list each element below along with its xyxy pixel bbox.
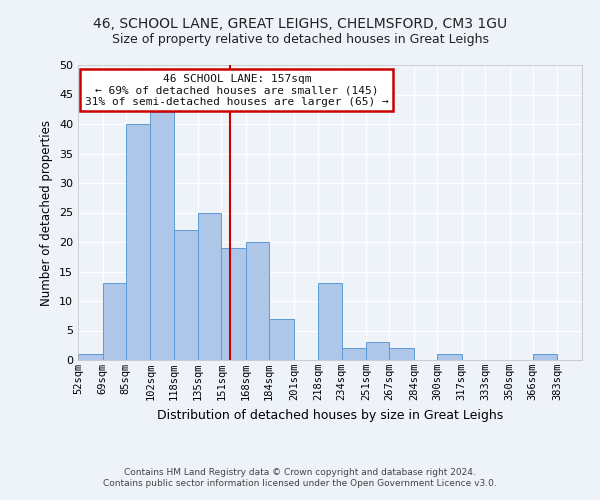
Bar bbox=[341, 348, 366, 360]
Bar bbox=[78, 354, 103, 360]
Bar bbox=[269, 318, 294, 360]
Bar bbox=[246, 242, 269, 360]
Text: 46, SCHOOL LANE, GREAT LEIGHS, CHELMSFORD, CM3 1GU: 46, SCHOOL LANE, GREAT LEIGHS, CHELMSFOR… bbox=[93, 18, 507, 32]
Y-axis label: Number of detached properties: Number of detached properties bbox=[40, 120, 53, 306]
Bar bbox=[173, 230, 198, 360]
Bar bbox=[103, 284, 126, 360]
Bar bbox=[533, 354, 557, 360]
Bar bbox=[437, 354, 462, 360]
Text: Contains HM Land Registry data © Crown copyright and database right 2024.
Contai: Contains HM Land Registry data © Crown c… bbox=[103, 468, 497, 487]
Text: Size of property relative to detached houses in Great Leighs: Size of property relative to detached ho… bbox=[112, 32, 488, 46]
Text: 46 SCHOOL LANE: 157sqm
← 69% of detached houses are smaller (145)
31% of semi-de: 46 SCHOOL LANE: 157sqm ← 69% of detached… bbox=[85, 74, 389, 107]
X-axis label: Distribution of detached houses by size in Great Leighs: Distribution of detached houses by size … bbox=[157, 408, 503, 422]
Bar bbox=[319, 284, 341, 360]
Bar bbox=[389, 348, 414, 360]
Bar bbox=[198, 212, 221, 360]
Bar bbox=[126, 124, 151, 360]
Bar bbox=[151, 112, 173, 360]
Bar bbox=[366, 342, 389, 360]
Bar bbox=[221, 248, 246, 360]
